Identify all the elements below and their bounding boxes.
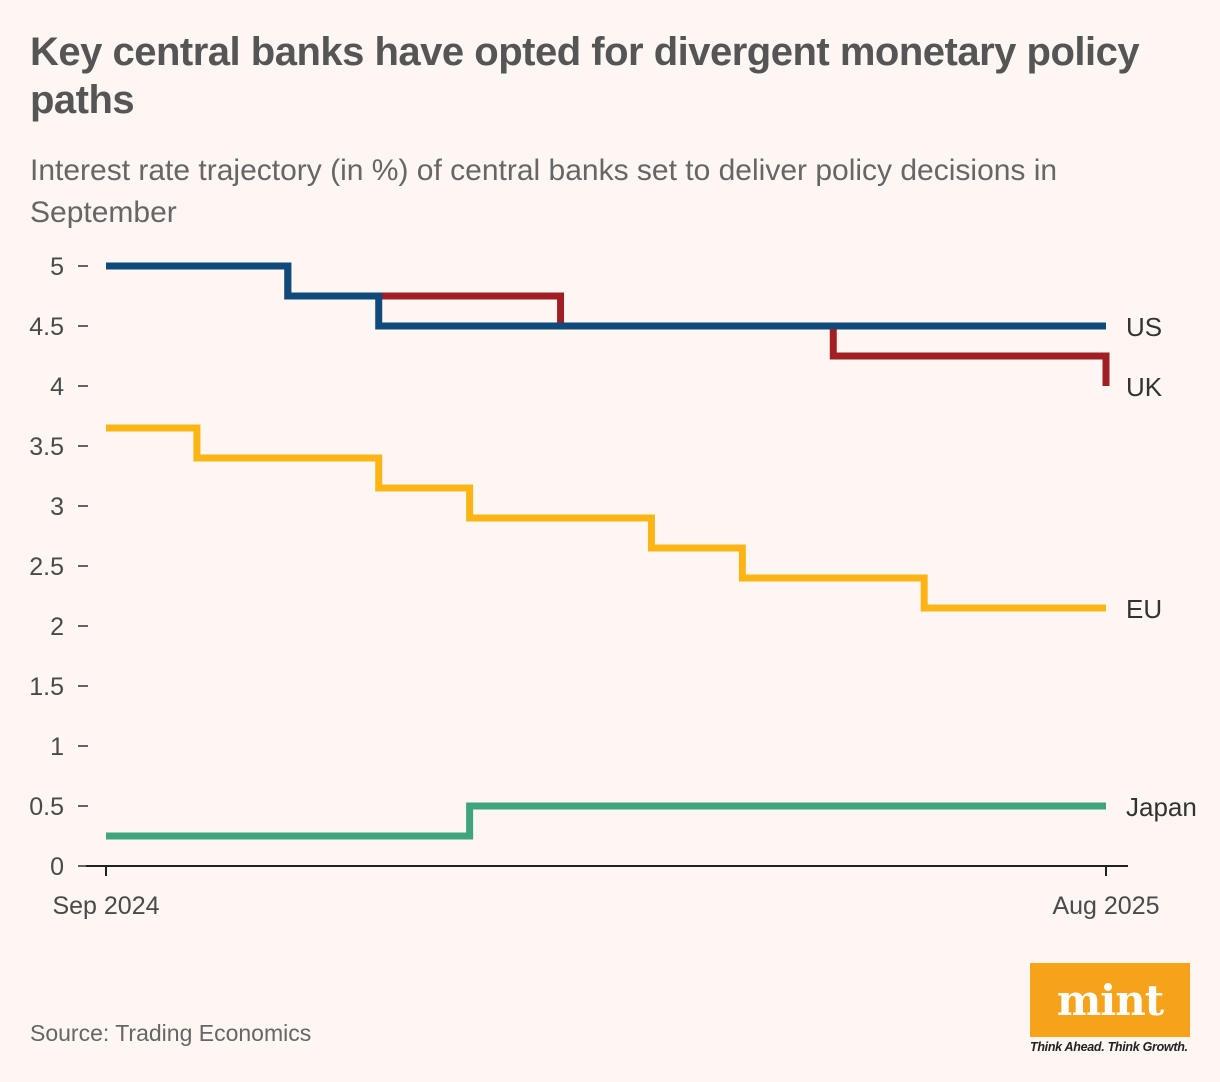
- y-axis: 0 0.5 1 1.5 2 2.5 3 3.5 4 4.5 5: [29, 253, 88, 881]
- x-axis: Sep 2024 Aug 2025: [52, 865, 1160, 920]
- y-tick-label: 2.5: [29, 553, 64, 581]
- series-line-eu: [106, 424, 1106, 612]
- y-tick-label: 1: [50, 733, 64, 761]
- y-tick-label: 3.5: [29, 433, 64, 461]
- series-label-us: US: [1126, 312, 1162, 342]
- chart-subtitle: Interest rate trajectory (in %) of centr…: [30, 154, 1058, 229]
- source-note: Source: Trading Economics: [30, 1020, 312, 1046]
- series-label-uk: UK: [1126, 372, 1163, 402]
- chart-title: Key central banks have opted for diverge…: [30, 30, 1140, 122]
- logo-tagline: Think Ahead. Think Growth.: [1030, 1040, 1188, 1054]
- y-tick-label: 0.5: [29, 793, 64, 821]
- x-tick-label: Aug 2025: [1052, 892, 1159, 920]
- x-tick-label: Sep 2024: [52, 892, 159, 920]
- y-tick-label: 5: [50, 253, 64, 281]
- y-tick-label: 0: [50, 853, 64, 881]
- mint-logo: mint Think Ahead. Think Growth.: [1030, 963, 1190, 1054]
- series-line-us: [106, 262, 1106, 330]
- y-tick-label: 4: [50, 373, 64, 401]
- series-labels: Japan EU UK US: [1126, 312, 1197, 822]
- series-line-japan: [106, 802, 1106, 840]
- y-tick-label: 2: [50, 613, 64, 641]
- series-label-japan: Japan: [1126, 792, 1197, 822]
- y-tick-label: 4.5: [29, 313, 64, 341]
- logo-wordmark: mint: [1030, 963, 1190, 1037]
- series-label-eu: EU: [1126, 594, 1162, 624]
- rate-chart: 0 0.5 1 1.5 2 2.5 3 3.5 4 4.5 5 Sep 2024 Aug 2025 J…: [29, 253, 1197, 920]
- y-tick-label: 3: [50, 493, 64, 521]
- y-tick-label: 1.5: [29, 673, 64, 701]
- series-lines: [106, 262, 1110, 840]
